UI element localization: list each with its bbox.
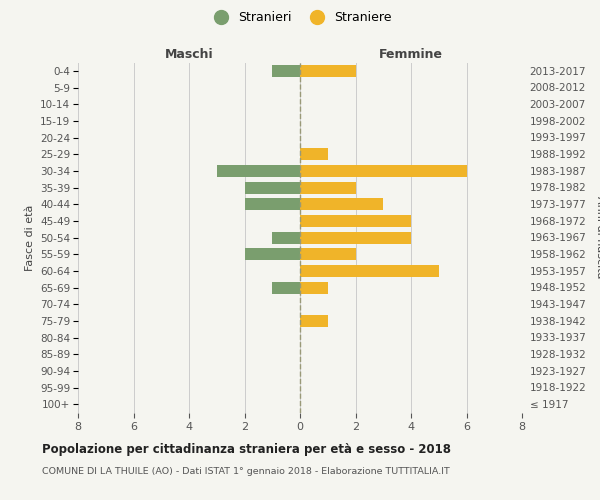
Y-axis label: Fasce di età: Fasce di età <box>25 204 35 270</box>
Bar <box>272 282 300 294</box>
Bar <box>272 65 300 77</box>
Bar <box>300 265 439 277</box>
Bar <box>300 248 356 260</box>
Text: Popolazione per cittadinanza straniera per età e sesso - 2018: Popolazione per cittadinanza straniera p… <box>42 442 451 456</box>
Text: Femmine: Femmine <box>379 48 443 61</box>
Bar <box>300 65 356 77</box>
Bar <box>272 232 300 243</box>
Text: COMUNE DI LA THUILE (AO) - Dati ISTAT 1° gennaio 2018 - Elaborazione TUTTITALIA.: COMUNE DI LA THUILE (AO) - Dati ISTAT 1°… <box>42 468 450 476</box>
Bar <box>300 182 356 194</box>
Bar <box>245 248 300 260</box>
Bar <box>300 315 328 327</box>
Bar <box>245 198 300 210</box>
Bar <box>300 215 411 227</box>
Bar <box>300 282 328 294</box>
Legend: Stranieri, Straniere: Stranieri, Straniere <box>203 6 397 29</box>
Y-axis label: Anni di nascita: Anni di nascita <box>595 196 600 278</box>
Bar <box>300 232 411 243</box>
Bar <box>300 148 328 160</box>
Bar <box>300 198 383 210</box>
Bar <box>217 165 300 177</box>
Bar <box>245 182 300 194</box>
Bar <box>300 165 467 177</box>
Text: Maschi: Maschi <box>164 48 214 61</box>
